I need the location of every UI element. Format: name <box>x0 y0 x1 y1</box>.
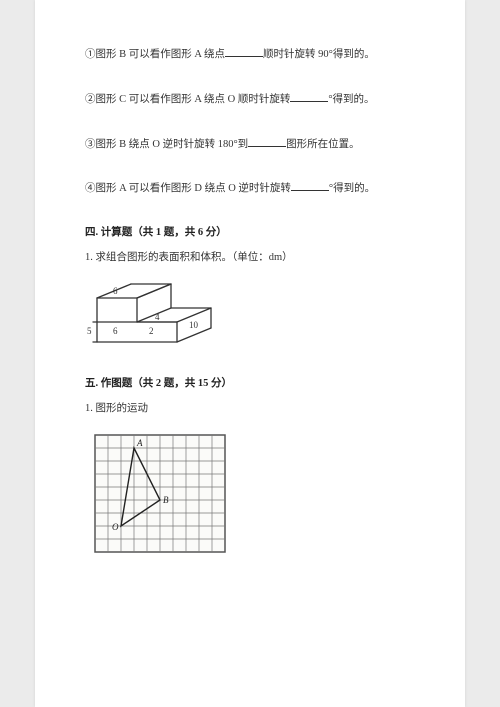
solid-figure: 6 6 5 24 10 <box>85 274 415 357</box>
q1-suffix: 顺时针旋转 90°得到的。 <box>263 49 375 60</box>
blank <box>291 179 329 191</box>
q2-prefix: ②图形 C 可以看作图形 A 绕点 O 顺时针旋转 <box>85 94 290 105</box>
question-2: ②图形 C 可以看作图形 A 绕点 O 顺时针旋转 °得到的。 <box>85 90 415 109</box>
svg-text:5: 5 <box>87 326 92 336</box>
svg-text:10: 10 <box>189 320 199 330</box>
q3-suffix: 图形所在位置。 <box>286 139 360 150</box>
blank <box>248 135 286 147</box>
section5-title: 五. 作图题（共 2 题，共 15 分） <box>85 375 415 390</box>
grid-figure: A B O <box>85 425 415 565</box>
question-4: ④图形 A 可以看作图形 D 绕点 O 逆时针旋转 °得到的。 <box>85 179 415 198</box>
svg-text:4: 4 <box>155 312 160 322</box>
question-1: ①图形 B 可以看作图形 A 绕点 顺时针旋转 90°得到的。 <box>85 45 415 64</box>
q1-prefix: ①图形 B 可以看作图形 A 绕点 <box>85 49 225 60</box>
svg-text:B: B <box>163 495 169 505</box>
section4-problem1: 1. 求组合图形的表面积和体积。（单位：dm） <box>85 249 415 264</box>
blank <box>225 45 263 57</box>
grid-svg: A B O <box>85 425 235 560</box>
blank <box>290 90 328 102</box>
solid-svg: 6 6 5 24 10 <box>85 274 225 352</box>
question-3: ③图形 B 绕点 O 逆时针旋转 180°到 图形所在位置。 <box>85 135 415 154</box>
svg-text:6: 6 <box>113 286 118 296</box>
page: ①图形 B 可以看作图形 A 绕点 顺时针旋转 90°得到的。 ②图形 C 可以看… <box>35 0 465 707</box>
svg-text:2: 2 <box>149 326 154 336</box>
q3-prefix: ③图形 B 绕点 O 逆时针旋转 180°到 <box>85 139 248 150</box>
section5-problem1: 1. 图形的运动 <box>85 400 415 415</box>
section4-title: 四. 计算题（共 1 题，共 6 分） <box>85 224 415 239</box>
svg-text:O: O <box>112 522 119 532</box>
svg-text:A: A <box>136 438 143 448</box>
q4-suffix: °得到的。 <box>329 183 375 194</box>
svg-text:6: 6 <box>113 326 118 336</box>
q4-prefix: ④图形 A 可以看作图形 D 绕点 O 逆时针旋转 <box>85 183 291 194</box>
q2-suffix: °得到的。 <box>328 94 374 105</box>
